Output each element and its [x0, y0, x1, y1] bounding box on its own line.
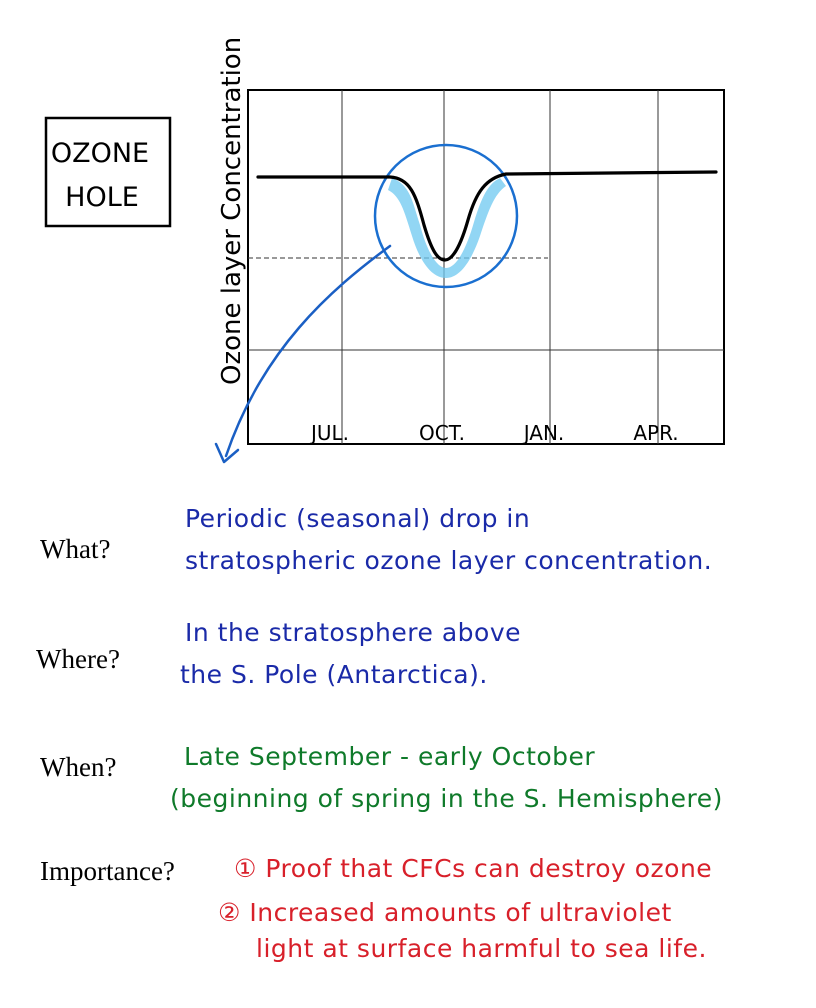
what-line-1: Periodic (seasonal) drop in — [185, 504, 531, 533]
when-label: When? — [40, 752, 117, 782]
when-line-2: (beginning of spring in the S. Hemispher… — [170, 784, 723, 813]
grid — [248, 90, 724, 444]
what-line-2: stratospheric ozone layer concentration. — [185, 546, 713, 575]
title-line-2: HOLE — [65, 182, 139, 213]
importance-label: Importance? — [40, 856, 175, 886]
title-box — [44, 116, 172, 228]
y-axis-label: Ozone layer Concentration — [217, 37, 247, 385]
x-tick-oct: OCT. — [419, 421, 465, 445]
where-line-2: the S. Pole (Antarctica). — [180, 660, 488, 689]
highlight-circle — [373, 143, 519, 289]
ozone-hole-shading — [388, 178, 506, 278]
ozone-curve — [256, 170, 718, 262]
where-label: Where? — [36, 644, 120, 674]
x-tick-jul: JUL. — [309, 421, 349, 445]
where-line-1: In the stratosphere above — [185, 618, 521, 647]
x-tick-jan: JAN. — [522, 421, 565, 445]
when-line-1: Late September - early October — [184, 742, 596, 771]
title-line-1: OZONE — [51, 138, 149, 169]
arrow-head — [214, 442, 240, 464]
importance-line-2: ② Increased amounts of ultraviolet — [218, 898, 672, 927]
importance-line-1: ① Proof that CFCs can destroy ozone — [234, 854, 713, 883]
importance-line-3: light at surface harmful to sea life. — [256, 934, 707, 963]
plot-frame — [247, 89, 725, 445]
x-tick-apr: APR. — [633, 421, 678, 445]
ozone-diagram: OZONE HOLE Ozone layer Concentration JUL… — [44, 37, 725, 464]
what-label: What? — [40, 534, 111, 564]
arrow-curve — [224, 244, 392, 458]
